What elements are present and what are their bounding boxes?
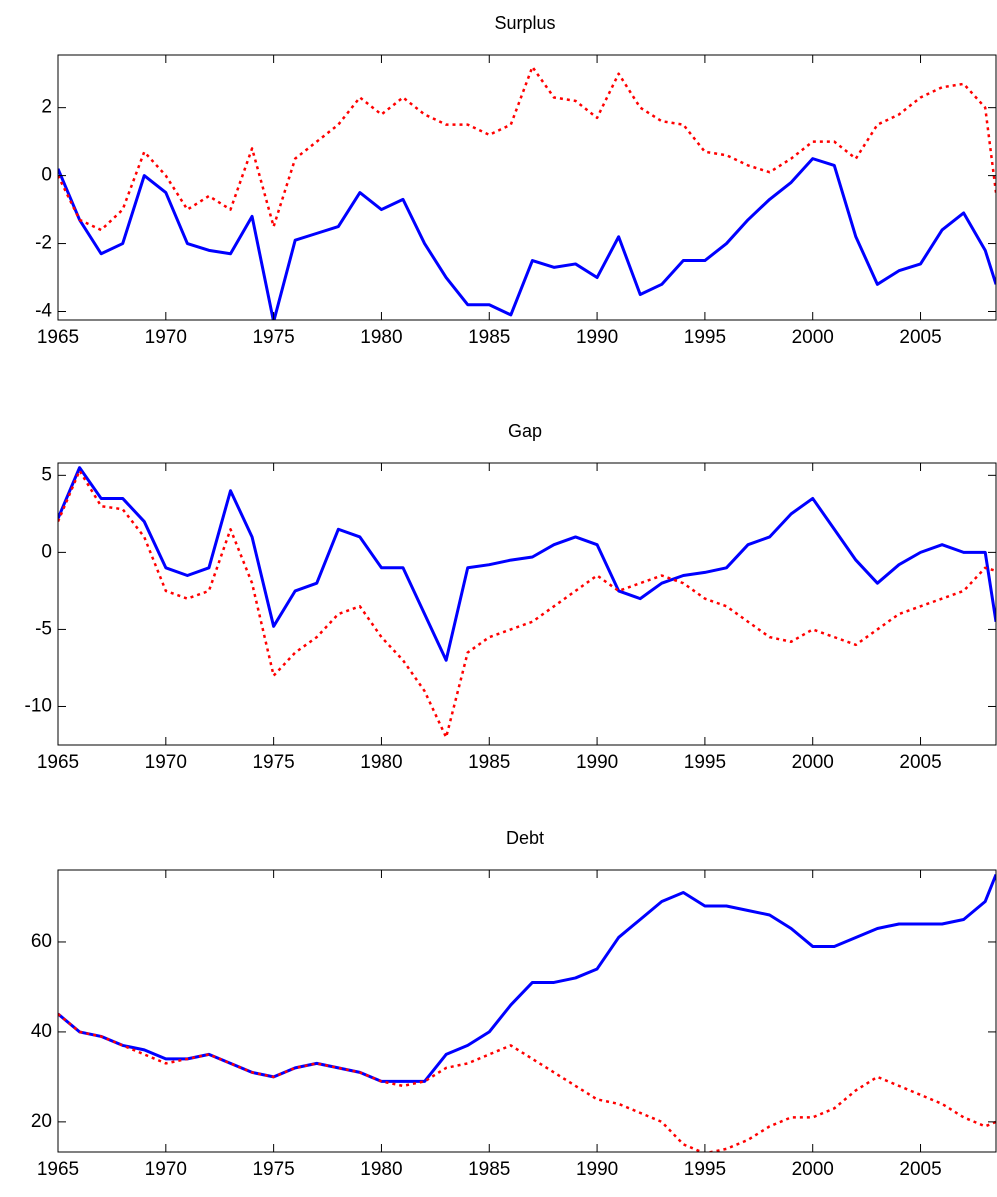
panel: Debt 1965 1970 1975 1980 1985 1990 1995 2000 2005… bbox=[31, 828, 997, 1180]
axes-box bbox=[57, 869, 997, 1153]
x-tick-label: 1965 bbox=[37, 752, 79, 773]
panel: Gap 1965 1970 1975 1980 1985 1990 1995 2000 2005 -… bbox=[25, 421, 997, 773]
panel: Surplus 1965 1970 1975 1980 1985 1990 1995 2000 2… bbox=[35, 13, 997, 348]
chart-title: Surplus bbox=[494, 13, 555, 33]
x-tick-label: 1995 bbox=[684, 752, 726, 773]
data-line bbox=[58, 157, 996, 320]
y-tick-label: 40 bbox=[31, 1021, 52, 1042]
x-tick-label: 1970 bbox=[145, 1159, 187, 1180]
x-tick-label: 1975 bbox=[252, 327, 294, 348]
x-tick-label: 1990 bbox=[576, 327, 618, 348]
y-tick-label: 20 bbox=[31, 1111, 52, 1132]
y-tick-label: -4 bbox=[35, 301, 52, 322]
x-tick-label: 1980 bbox=[360, 752, 402, 773]
x-tick-label: 1970 bbox=[145, 327, 187, 348]
y-tick-label: 60 bbox=[31, 931, 52, 952]
x-tick-label: 1995 bbox=[684, 327, 726, 348]
plot-area bbox=[58, 65, 996, 320]
y-tick-label: 5 bbox=[41, 464, 52, 485]
x-tick-label: 1965 bbox=[37, 327, 79, 348]
axes-box bbox=[57, 54, 997, 321]
y-tick-label: 0 bbox=[41, 165, 52, 186]
chart-title: Debt bbox=[506, 828, 544, 848]
x-tick-label: 1975 bbox=[252, 1159, 294, 1180]
data-line bbox=[58, 466, 996, 662]
x-tick-label: 1990 bbox=[576, 1159, 618, 1180]
x-tick-label: 1970 bbox=[145, 752, 187, 773]
chart-title: Gap bbox=[508, 421, 542, 441]
data-line bbox=[58, 65, 996, 232]
x-tick-label: 1980 bbox=[360, 1159, 402, 1180]
y-tick-label: -10 bbox=[25, 695, 52, 716]
y-tick-label: -2 bbox=[35, 233, 52, 254]
y-tick-label: 2 bbox=[41, 97, 52, 118]
x-tick-label: 1995 bbox=[684, 1159, 726, 1180]
data-line bbox=[58, 873, 996, 1083]
x-tick-label: 1975 bbox=[252, 752, 294, 773]
data-line bbox=[58, 1012, 996, 1152]
plot-area bbox=[58, 466, 996, 739]
axes-box bbox=[57, 462, 997, 746]
plot-area bbox=[58, 873, 996, 1152]
x-tick-label: 1985 bbox=[468, 327, 510, 348]
x-tick-label: 1985 bbox=[468, 752, 510, 773]
y-tick-label: -5 bbox=[35, 618, 52, 639]
x-tick-label: 1990 bbox=[576, 752, 618, 773]
x-tick-label: 2005 bbox=[899, 752, 941, 773]
x-tick-label: 1980 bbox=[360, 327, 402, 348]
x-tick-label: 1985 bbox=[468, 1159, 510, 1180]
x-tick-label: 2000 bbox=[792, 327, 834, 348]
x-tick-label: 2000 bbox=[792, 752, 834, 773]
x-tick-label: 1965 bbox=[37, 1159, 79, 1180]
x-tick-label: 2000 bbox=[792, 1159, 834, 1180]
x-tick-label: 2005 bbox=[899, 1159, 941, 1180]
data-line bbox=[58, 469, 996, 739]
x-tick-label: 2005 bbox=[899, 327, 941, 348]
y-tick-label: 0 bbox=[41, 541, 52, 562]
